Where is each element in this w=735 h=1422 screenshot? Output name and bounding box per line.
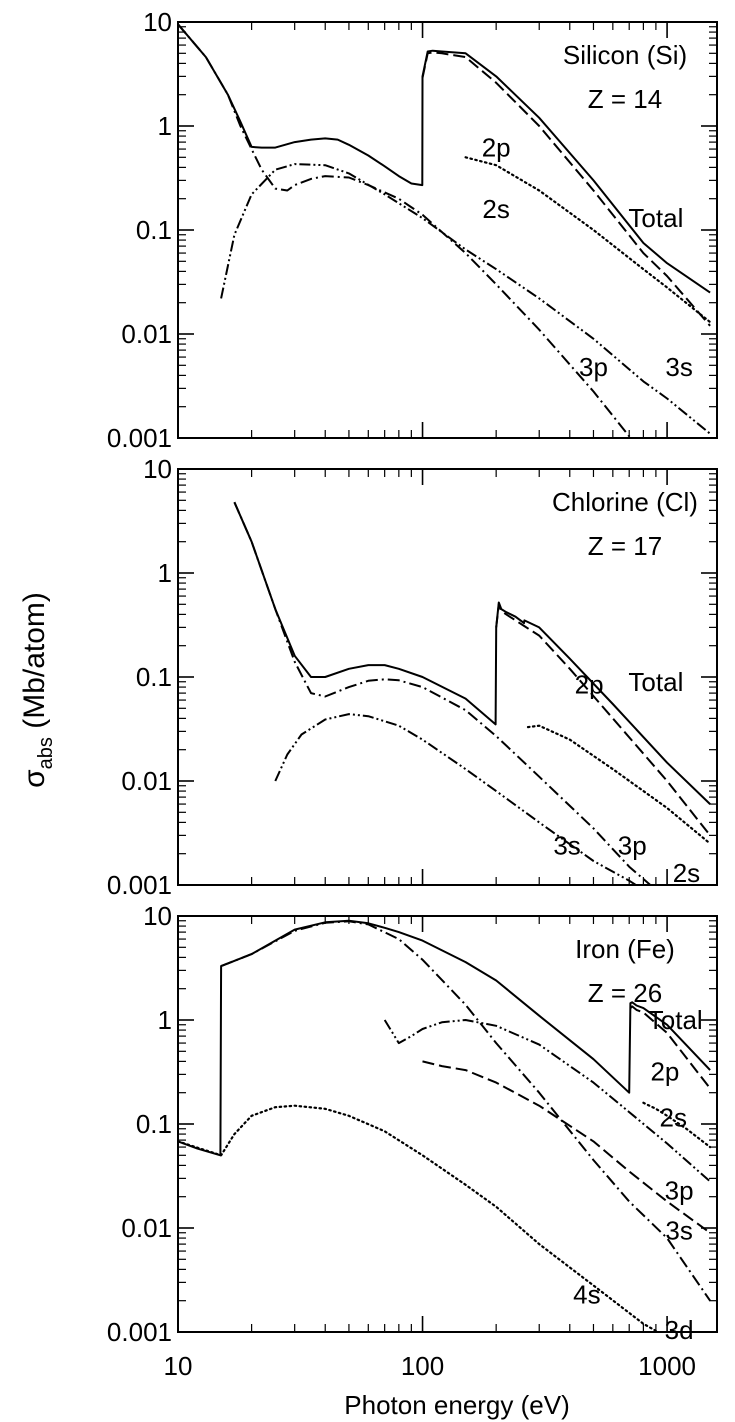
y-axis-label: σabs (Mb/atom) <box>18 592 57 788</box>
series-label-total: Total <box>628 667 683 697</box>
y-tick-label: 0.001 <box>107 870 172 900</box>
series-group <box>233 501 712 885</box>
element-title: Chlorine (Cl) <box>552 487 698 517</box>
series-line-3p <box>178 23 632 438</box>
atomic-number-label: Z = 26 <box>588 978 662 1008</box>
series-line-3s <box>422 1060 711 1234</box>
series-label-2s: 2s <box>660 1103 687 1133</box>
series-line-2s <box>642 1101 712 1149</box>
series-label-2p: 2p <box>482 133 511 163</box>
y-axis-label-subscript: abs <box>35 737 57 769</box>
y-tick-label: 0.01 <box>121 1213 172 1243</box>
y-tick-label: 0.001 <box>107 423 172 453</box>
element-title: Silicon (Si) <box>563 40 687 70</box>
y-tick-label: 1 <box>158 558 172 588</box>
y-tick-label: 0.1 <box>136 662 172 692</box>
x-axis-label: Photon energy (eV) <box>344 1390 569 1420</box>
series-line-total <box>178 23 711 294</box>
y-axis-label-unit: (Mb/atom) <box>18 592 51 737</box>
y-tick-label: 0.1 <box>136 1109 172 1139</box>
series-line-2s <box>464 156 712 324</box>
series-label-3s: 3s <box>665 1215 692 1245</box>
series-line-2p <box>629 1005 711 1090</box>
series-group <box>178 919 712 1332</box>
series-label-2p: 2p <box>575 669 604 699</box>
y-tick-label: 0.1 <box>136 215 172 245</box>
series-label-total: Total <box>648 1005 703 1035</box>
y-tick-label: 0.001 <box>107 1317 172 1347</box>
y-tick-label: 10 <box>143 7 172 37</box>
y-axis-label-symbol: σ <box>18 769 51 788</box>
y-tick-label: 10 <box>143 901 172 931</box>
panel-chlorine: 0.001 0.01 0.1 1 10 Total 2p 2s 3p 3s Chlorine (Cl… <box>107 454 718 900</box>
series-label-4s: 4s <box>573 1279 600 1309</box>
y-tick-label: 0.01 <box>121 766 172 796</box>
y-tick-label: 0.01 <box>121 319 172 349</box>
panel-iron: 0.001 0.01 0.1 1 10 Total 3d 3p 3s 2p 2s 4s Iron (Fe… <box>107 901 718 1347</box>
panel-silicon: 0.001 0.01 0.1 1 10 Total 2p 2s 3p 3s Silicon (Si)… <box>107 7 718 453</box>
series-line-total <box>233 501 711 805</box>
series-line-3p <box>233 501 652 885</box>
series-line-2p <box>421 51 711 327</box>
y-tick-label: 10 <box>143 454 172 484</box>
x-tick-label: 1000 <box>638 1351 696 1381</box>
series-line-3s <box>274 713 638 885</box>
series-line-3d <box>220 920 711 1302</box>
y-tick-label: 1 <box>158 111 172 141</box>
series-label-3s: 3s <box>665 352 692 382</box>
atomic-number-label: Z = 14 <box>588 84 662 114</box>
series-line-4s <box>178 1104 661 1332</box>
series-label-3s: 3s <box>553 830 580 860</box>
series-label-2s: 2s <box>673 858 700 888</box>
series-label-2s: 2s <box>482 194 509 224</box>
x-tick-label: 10 <box>164 1351 193 1381</box>
series-label-3p: 3p <box>618 830 647 860</box>
series-line-3s <box>220 163 711 435</box>
series-line-3p <box>383 1019 711 1183</box>
series-group <box>178 23 712 438</box>
series-label-3d: 3d <box>665 1315 694 1345</box>
x-tick-label: 100 <box>401 1351 444 1381</box>
series-label-total: Total <box>628 203 683 233</box>
element-title: Iron (Fe) <box>575 934 675 964</box>
y-tick-label: 1 <box>158 1005 172 1035</box>
series-label-3p: 3p <box>579 352 608 382</box>
series-line-2s <box>526 724 712 845</box>
series-line-2p <box>495 603 711 837</box>
atomic-number-label: Z = 17 <box>588 531 662 561</box>
x-tick-labels: 10 100 1000 <box>164 1351 696 1381</box>
series-label-2p: 2p <box>650 1056 679 1086</box>
series-label-3p: 3p <box>665 1175 694 1205</box>
